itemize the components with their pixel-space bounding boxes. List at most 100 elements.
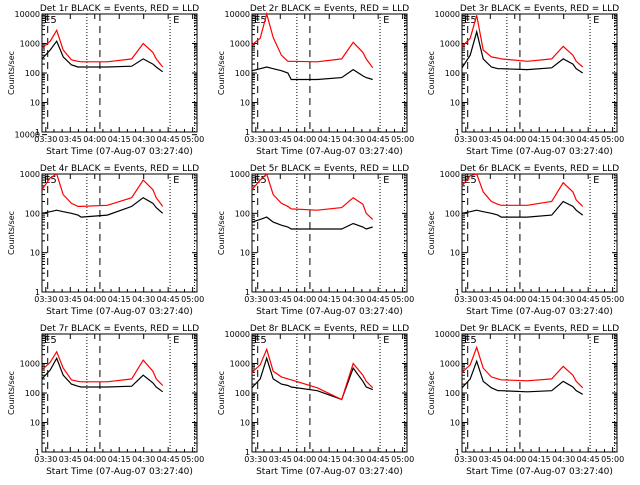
lld-series-line: [461, 345, 584, 389]
x-tick-label: 03:30: [34, 295, 57, 304]
y-tick-label: 100: [25, 69, 40, 78]
x-tick-label: 04:15: [318, 135, 341, 144]
x-tick-label: 04:45: [157, 295, 180, 304]
y-tick-label: 10: [240, 99, 250, 108]
y-tick-label: 1: [35, 128, 40, 137]
x-tick-label: 03:45: [59, 295, 82, 304]
lld-series-line: [41, 173, 164, 207]
plot-frame: [251, 173, 408, 293]
marker-e-label: E: [383, 335, 389, 346]
lld-series-line: [251, 347, 374, 401]
panel-title: Det 6r BLACK = Events, RED = LLD: [460, 164, 619, 174]
events-series-line: [251, 356, 373, 401]
x-tick-label: 03:45: [59, 135, 82, 144]
x-tick-label: 05:00: [601, 455, 624, 464]
x-tick-label: 03:30: [244, 455, 267, 464]
events-series-line: [41, 356, 164, 393]
marker-e5-label: E5: [464, 335, 477, 346]
x-axis-label: Start Time (07-Aug-07 03:27:40): [466, 307, 613, 317]
y-axis-label: Counts/sec: [217, 211, 226, 255]
events-series-line: [41, 39, 164, 73]
y-tick-label: 1000: [440, 360, 460, 369]
x-tick-label: 04:30: [552, 135, 575, 144]
x-tick-label: 03:45: [269, 455, 292, 464]
y-tick-label: 10: [30, 419, 40, 428]
y-tick-label: 10000: [435, 10, 460, 19]
marker-e5-label: E5: [44, 15, 57, 26]
x-tick-label: 04:30: [552, 455, 575, 464]
x-tick-label: 04:15: [108, 295, 131, 304]
events-series-line: [461, 200, 584, 218]
x-tick-label: 03:30: [454, 455, 477, 464]
y-axis-label: Counts/sec: [427, 371, 436, 415]
y-tick-label: 100: [25, 209, 40, 218]
x-tick-label: 03:30: [244, 135, 267, 144]
x-tick-label: 05:00: [601, 295, 624, 304]
y-tick-label: 1000: [20, 40, 40, 49]
y-tick-label: 100: [235, 69, 250, 78]
y-tick-label: 1: [35, 448, 40, 457]
x-tick-label: 04:30: [132, 455, 155, 464]
plot-frame: [461, 333, 618, 453]
x-tick-label: 05:00: [181, 295, 204, 304]
x-tick-label: 04:00: [503, 135, 526, 144]
x-tick-label: 03:45: [269, 135, 292, 144]
x-tick-label: 04:00: [503, 455, 526, 464]
y-tick-label: 10: [30, 99, 40, 108]
plot-frame: [41, 173, 198, 293]
marker-e5-label: E5: [44, 335, 57, 346]
y-tick-label: 1000: [230, 360, 250, 369]
marker-e5-label: E5: [254, 15, 267, 26]
x-tick-label: 03:30: [34, 135, 57, 144]
x-tick-label: 05:00: [391, 135, 414, 144]
x-tick-label: 03:45: [479, 455, 502, 464]
marker-e-label: E: [383, 15, 389, 26]
events-series-line: [251, 216, 373, 230]
x-tick-label: 05:00: [391, 295, 414, 304]
x-tick-label: 03:45: [479, 295, 502, 304]
lld-series-line: [251, 172, 374, 220]
x-tick-label: 03:30: [244, 295, 267, 304]
x-tick-label: 04:45: [577, 295, 600, 304]
x-axis-label: Start Time (07-Aug-07 03:27:40): [46, 307, 193, 317]
x-tick-label: 04:45: [157, 455, 180, 464]
marker-e5-label: E5: [464, 15, 477, 26]
y-tick-label: 1: [455, 448, 460, 457]
panel-7: E5 E 1 10 100 1000 03:30 03:45 04:00 04:15 04:30 04…: [7, 324, 204, 477]
marker-e-label: E: [383, 175, 389, 186]
x-axis-label: Start Time (07-Aug-07 03:27:40): [46, 467, 193, 477]
y-tick-label: 100: [25, 389, 40, 398]
y-tick-label: 10000: [15, 10, 40, 19]
y-tick-label: 1000: [440, 170, 460, 179]
lld-series-line: [41, 28, 164, 68]
y-tick-label: 1000: [20, 170, 40, 179]
x-tick-label: 04:30: [132, 135, 155, 144]
x-tick-label: 04:00: [83, 455, 106, 464]
x-tick-label: 04:30: [342, 455, 365, 464]
lld-series-line: [461, 173, 584, 207]
panel-title: Det 9r BLACK = Events, RED = LLD: [460, 324, 619, 334]
y-tick-label: 100: [235, 389, 250, 398]
plot-frame: [461, 13, 618, 133]
y-tick-label: 10000: [435, 330, 460, 339]
y-axis-label: Counts/sec: [217, 51, 226, 95]
panel-6: E5 E 1 10 100 1000 03:30 03:45 04:00 04:15 04:30 04…: [427, 164, 624, 317]
x-tick-label: 04:45: [577, 455, 600, 464]
y-tick-label: 100: [445, 389, 460, 398]
panel-title: Det 3r BLACK = Events, RED = LLD: [460, 4, 619, 14]
x-tick-label: 03:45: [59, 455, 82, 464]
x-tick-label: 05:00: [391, 455, 414, 464]
lld-series-line: [461, 15, 584, 68]
plot-frame: [251, 13, 408, 133]
x-tick-label: 04:30: [342, 135, 365, 144]
plot-frame: [41, 13, 198, 133]
marker-e-label: E: [173, 15, 179, 26]
panel-title: Det 7r BLACK = Events, RED = LLD: [40, 324, 199, 334]
y-tick-label: 100: [235, 209, 250, 218]
x-tick-label: 04:15: [108, 135, 131, 144]
x-axis-label: Start Time (07-Aug-07 03:27:40): [256, 147, 403, 157]
marker-e5-label: E5: [44, 175, 57, 186]
